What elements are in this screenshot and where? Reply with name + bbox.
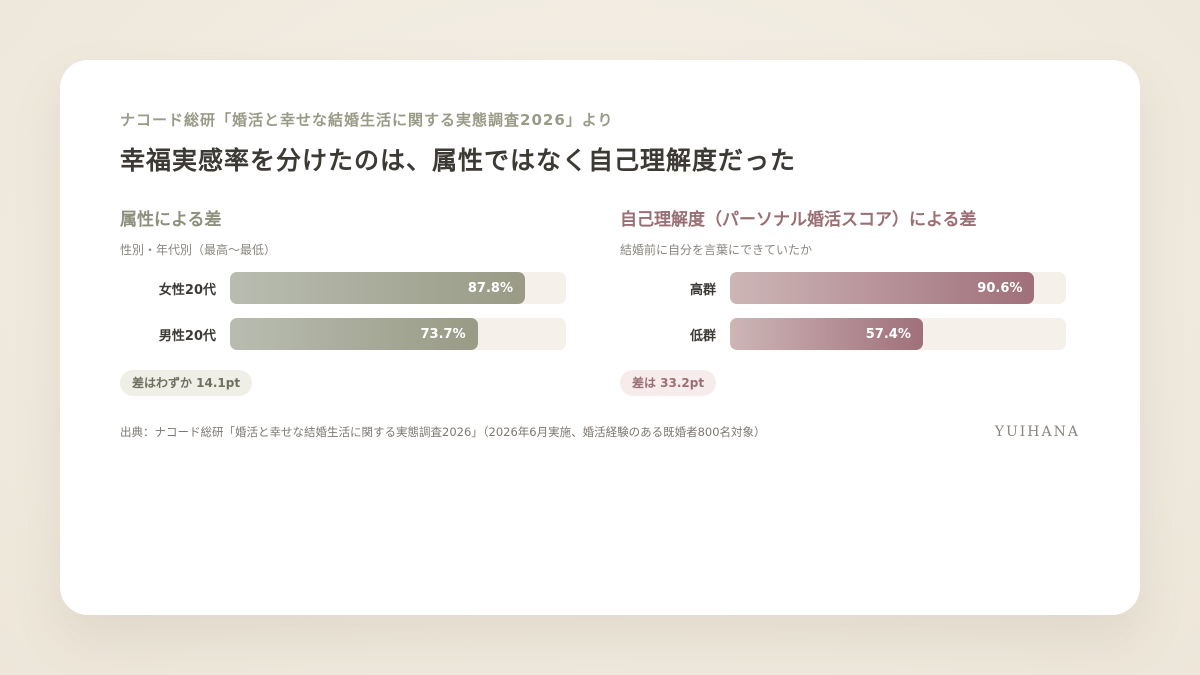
- difference-badge: 差は 33.2pt: [620, 370, 717, 396]
- difference-badge: 差はわずか 14.1pt: [120, 370, 253, 396]
- footer: 出典：ナコード総研「婚活と幸せな結婚生活に関する実態調査2026」（2026年6…: [120, 424, 1080, 440]
- bar-label: 女性20代: [158, 282, 216, 298]
- bar-high-group: 90.6%: [730, 272, 1035, 304]
- self-understanding-panel-subtitle: 結婚前に自分を言葉にできていたか: [620, 243, 813, 257]
- bar-track: 90.6%: [730, 272, 1066, 304]
- chart-card: ナコード総研「婚活と幸せな結婚生活に関する実態調査2026」より 幸福実感率を分…: [60, 60, 1140, 615]
- bar-label: 低群: [689, 328, 716, 344]
- bar-male-20s: 73.7%: [230, 318, 478, 350]
- bar-row: 女性20代 87.8%: [120, 272, 580, 304]
- chart-panels: 属性による差 性別・年代別（最高〜最低） 女性20代 87.8% 男性20代 7…: [120, 208, 1080, 396]
- bar-value-label: 57.4%: [865, 326, 911, 342]
- bar-row: 低群 57.4%: [620, 318, 1080, 350]
- attribute-panel-title: 属性による差: [120, 210, 222, 230]
- brand-wordmark: YUIHANA: [994, 424, 1080, 440]
- bar-female-20s: 87.8%: [230, 272, 525, 304]
- attribute-panel-subtitle: 性別・年代別（最高〜最低）: [120, 243, 277, 257]
- self-understanding-panel-title: 自己理解度（パーソナル婚活スコア）による差: [620, 210, 977, 230]
- bar-track: 87.8%: [230, 272, 566, 304]
- bar-value-label: 90.6%: [977, 280, 1023, 296]
- eyebrow-source: ナコード総研「婚活と幸せな結婚生活に関する実態調査2026」より: [120, 111, 614, 129]
- bar-track: 57.4%: [730, 318, 1066, 350]
- bar-value-label: 87.8%: [467, 280, 513, 296]
- bar-track: 73.7%: [230, 318, 566, 350]
- page-title: 幸福実感率を分けたのは、属性ではなく自己理解度だった: [120, 146, 797, 175]
- bar-label: 男性20代: [158, 328, 216, 344]
- bar-label: 高群: [689, 282, 716, 298]
- bar-low-group: 57.4%: [730, 318, 923, 350]
- bar-row: 男性20代 73.7%: [120, 318, 580, 350]
- source-note: 出典：ナコード総研「婚活と幸せな結婚生活に関する実態調査2026」（2026年6…: [120, 425, 766, 439]
- attribute-panel: 属性による差 性別・年代別（最高〜最低） 女性20代 87.8% 男性20代 7…: [120, 208, 580, 396]
- bar-value-label: 73.7%: [420, 326, 466, 342]
- bar-row: 高群 90.6%: [620, 272, 1080, 304]
- self-understanding-panel: 自己理解度（パーソナル婚活スコア）による差 結婚前に自分を言葉にできていたか 高…: [620, 208, 1080, 396]
